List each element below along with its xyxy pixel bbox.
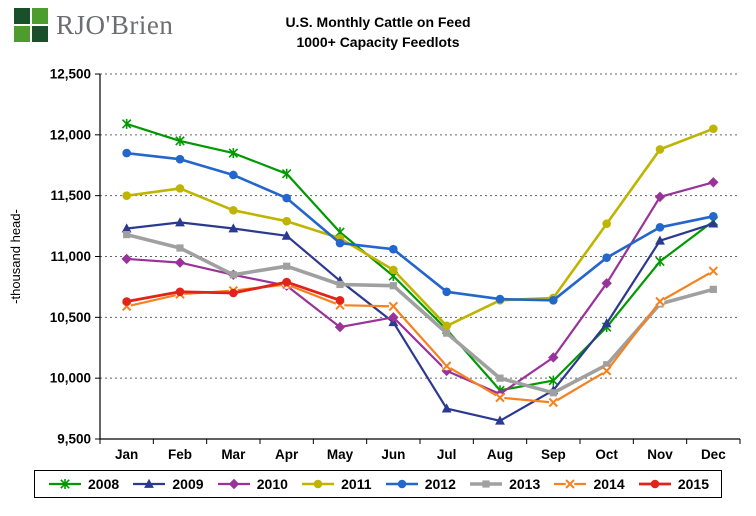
x-tick-label: Mar bbox=[221, 447, 246, 462]
legend-item-2008: 2008 bbox=[47, 476, 119, 492]
legend-item-2010: 2010 bbox=[216, 476, 288, 492]
x-tick-label: Feb bbox=[168, 447, 192, 462]
legend-label-2013: 2013 bbox=[509, 476, 541, 492]
x-tick-label: Dec bbox=[701, 447, 726, 462]
legend-label-2015: 2015 bbox=[677, 476, 709, 492]
y-tick-label: 12,000 bbox=[50, 127, 91, 142]
rjobrien-logo: RJO'Brien bbox=[14, 8, 173, 42]
x-tick-label: May bbox=[327, 447, 354, 462]
legend-marker-2011-icon bbox=[302, 479, 335, 489]
x-tick-label: Jan bbox=[115, 447, 138, 462]
axes: 9,500 10,000 10,500 11,000 11,500 12,000 12,50… bbox=[50, 67, 741, 462]
x-tick-label: Jul bbox=[437, 447, 457, 462]
y-tick-label: 10,000 bbox=[50, 371, 91, 386]
legend-marker-2010-icon bbox=[217, 478, 250, 490]
y-axis-title: -thousand head- bbox=[8, 209, 23, 304]
legend-item-2014: 2014 bbox=[552, 476, 625, 492]
x-tick-label: Nov bbox=[647, 447, 673, 462]
legend-label-2012: 2012 bbox=[424, 476, 456, 492]
legend-label-2008: 2008 bbox=[88, 476, 120, 492]
rjobrien-logo-icon bbox=[14, 8, 48, 42]
legend-item-2011: 2011 bbox=[300, 476, 372, 492]
x-tick-label: Aug bbox=[487, 447, 513, 462]
y-tick-label: 10,500 bbox=[50, 310, 91, 325]
legend-label-2009: 2009 bbox=[172, 476, 204, 492]
series-2008 bbox=[121, 118, 719, 396]
y-tick-label: 11,000 bbox=[50, 249, 91, 264]
legend-marker-2014-icon bbox=[554, 479, 587, 489]
legend-label-2010: 2010 bbox=[256, 476, 288, 492]
legend-item-2012: 2012 bbox=[384, 476, 456, 492]
series-2015 bbox=[122, 277, 345, 306]
x-tick-label: Apr bbox=[275, 447, 299, 462]
chart-legend: 2008 2009 2010 2011 2012 2013 2014 2015 bbox=[34, 470, 722, 498]
chart-title-line1: U.S. Monthly Cattle on Feed bbox=[285, 14, 471, 30]
x-tick-label: Sep bbox=[541, 447, 566, 462]
chart-title-line2: 1000+ Capacity Feedlots bbox=[296, 34, 460, 51]
legend-label-2011: 2011 bbox=[341, 476, 372, 492]
legend-marker-2009-icon bbox=[133, 478, 166, 488]
y-tick-label: 9,500 bbox=[57, 432, 91, 447]
legend-marker-2015-icon bbox=[638, 479, 671, 489]
legend-item-2009: 2009 bbox=[131, 476, 204, 492]
legend-marker-2012-icon bbox=[385, 479, 418, 489]
series-2013 bbox=[123, 231, 717, 397]
chart-title: U.S. Monthly Cattle on Feed 1000+ Capaci… bbox=[0, 12, 756, 53]
x-tick-label: Jun bbox=[381, 447, 405, 462]
y-tick-label: 12,500 bbox=[50, 67, 91, 82]
rjobrien-logo-text: RJO'Brien bbox=[56, 9, 174, 40]
series-2009 bbox=[121, 217, 719, 425]
cattle-on-feed-line-chart: 9,500 10,000 10,500 11,000 11,500 12,000 12,50… bbox=[8, 67, 741, 462]
legend-item-2015: 2015 bbox=[637, 476, 709, 492]
y-tick-label: 11,500 bbox=[50, 188, 91, 203]
legend-marker-2013-icon bbox=[470, 480, 503, 488]
page-header: RJO'Brien U.S. Monthly Cattle on Feed 10… bbox=[0, 0, 756, 54]
legend-item-2013: 2013 bbox=[468, 476, 540, 492]
legend-marker-2008-icon bbox=[49, 479, 81, 489]
series-2011 bbox=[122, 124, 718, 331]
x-tick-label: Oct bbox=[595, 447, 618, 462]
legend-label-2014: 2014 bbox=[593, 476, 625, 492]
series-2012 bbox=[122, 148, 718, 305]
